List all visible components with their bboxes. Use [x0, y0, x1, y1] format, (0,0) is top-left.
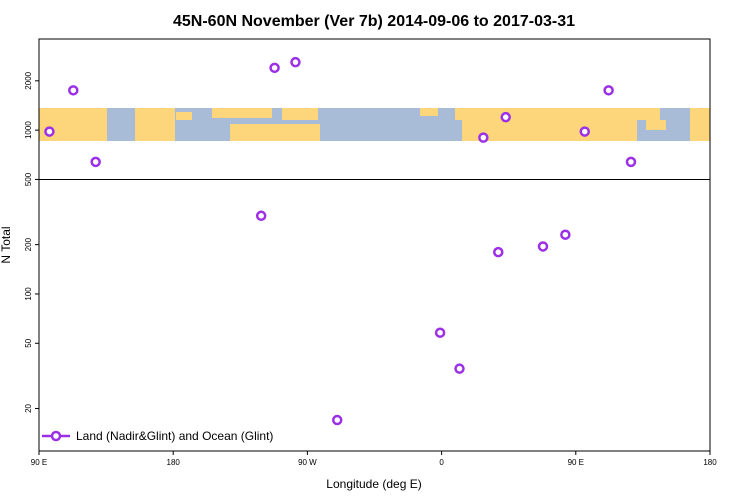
data-point	[537, 241, 549, 252]
land-mass	[690, 108, 710, 141]
map-land	[39, 108, 710, 141]
y-tick-label: 20	[24, 403, 33, 412]
land-mass	[212, 108, 272, 118]
data-point	[579, 126, 590, 137]
x-axis-label: Longitude (deg E)	[326, 477, 421, 491]
land-mass	[282, 108, 318, 120]
land-mass	[462, 120, 637, 141]
data-point	[500, 111, 511, 123]
land-mass	[176, 112, 192, 120]
x-tick-label: 90 E	[568, 458, 584, 467]
y-tick-label: 100	[24, 287, 33, 301]
data-point	[454, 363, 465, 374]
y-axis-label: N Total	[0, 226, 13, 263]
legend-label: Land (Nadir&Glint) and Ocean (Glint)	[76, 429, 273, 443]
chart-title: 45N-60N November (Ver 7b) 2014-09-06 to …	[173, 13, 575, 30]
data-points	[44, 56, 637, 426]
land-mass	[230, 124, 320, 141]
x-axis: 90 E 180 90 W 0 90 E 180	[31, 451, 717, 467]
land-mass	[646, 120, 666, 130]
data-point	[290, 56, 301, 68]
data-point	[44, 126, 55, 137]
y-axis: 20 50 100 200 500 1000 2000	[24, 71, 39, 413]
x-tick-label: 180	[703, 458, 717, 467]
y-tick-label: 200	[24, 237, 33, 251]
x-tick-label: 90 W	[298, 458, 317, 467]
y-tick-label: 1000	[24, 121, 33, 139]
y-tick-label: 500	[24, 172, 33, 186]
land-mass	[420, 108, 438, 116]
data-point	[560, 229, 571, 240]
plot-frame	[38, 38, 711, 452]
x-tick-label: 90 E	[31, 458, 47, 467]
legend: Land (Nadir&Glint) and Ocean (Glint)	[42, 429, 273, 443]
land-mass	[135, 108, 175, 141]
data-point	[90, 156, 101, 168]
data-point	[331, 414, 343, 426]
data-point	[255, 210, 267, 222]
land-mass	[455, 108, 660, 120]
data-point	[434, 327, 446, 338]
x-tick-label: 180	[167, 458, 181, 467]
y-tick-label: 50	[24, 338, 33, 347]
legend-marker	[50, 430, 62, 442]
data-point	[493, 246, 504, 258]
data-point	[625, 156, 637, 168]
data-point	[478, 132, 489, 143]
data-point	[68, 85, 79, 96]
data-point	[603, 85, 614, 96]
data-point	[269, 62, 280, 74]
x-tick-label: 0	[439, 458, 444, 467]
y-tick-label: 2000	[24, 71, 33, 89]
map-strip	[39, 108, 710, 141]
